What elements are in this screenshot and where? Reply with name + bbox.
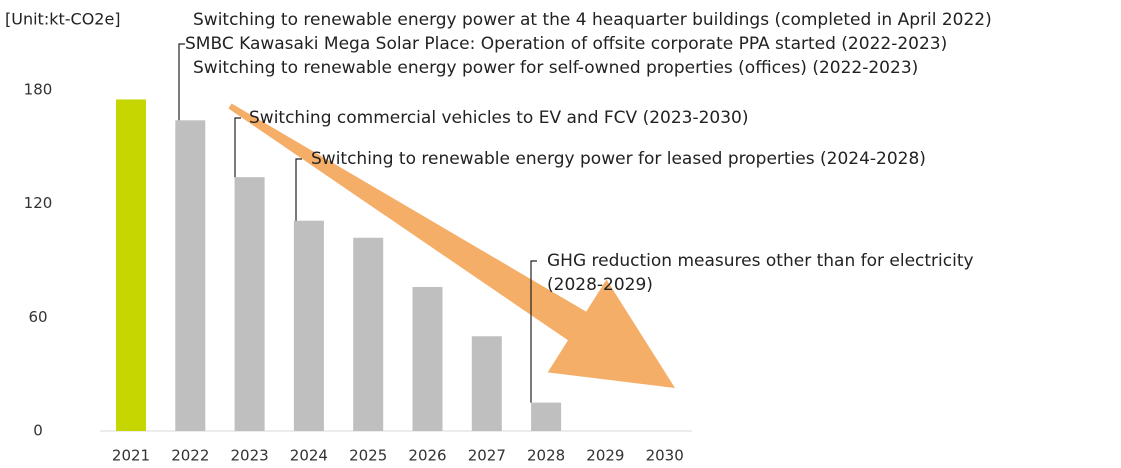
bar	[234, 177, 265, 431]
x-tick-label: 2024	[290, 447, 328, 465]
trend-arrow	[228, 103, 675, 388]
bar	[353, 237, 384, 431]
annotation-text: GHG reduction measures other than for el…	[547, 251, 974, 271]
x-tick-label: 2026	[408, 447, 446, 465]
x-tick-label: 2022	[171, 447, 209, 465]
x-tick-label: 2027	[468, 447, 506, 465]
annotation-text: (2028-2029)	[547, 275, 653, 295]
bar	[531, 402, 562, 431]
x-tick-label: 2025	[349, 447, 387, 465]
annotation-text: Switching to renewable energy power for …	[193, 58, 918, 78]
x-tick-label: 2023	[231, 447, 269, 465]
y-axis-label: [Unit:kt-CO2e]	[5, 10, 121, 29]
leader-line	[234, 117, 241, 178]
x-tick-label: 2021	[112, 447, 150, 465]
leader-line	[530, 260, 537, 403]
y-tick-label: 60	[28, 308, 47, 326]
leader-line	[295, 158, 302, 221]
bar	[175, 120, 206, 432]
x-tick-label: 2030	[646, 447, 684, 465]
x-tick-label: 2028	[527, 447, 565, 465]
x-tick-label: 2029	[586, 447, 624, 465]
y-tick-label: 0	[33, 422, 43, 440]
bar	[412, 287, 443, 431]
y-tick-label: 120	[24, 194, 53, 212]
annotation-text: Switching to renewable energy power for …	[311, 149, 926, 169]
bar	[293, 220, 324, 431]
leader-line	[178, 43, 185, 121]
y-tick-label: 180	[24, 81, 53, 99]
annotation-text: Switching commercial vehicles to EV and …	[249, 108, 749, 128]
annotation-text: SMBC Kawasaki Mega Solar Place: Operatio…	[185, 34, 947, 54]
bar	[471, 336, 502, 431]
annotation-text: Switching to renewable energy power at t…	[193, 10, 992, 30]
bar	[116, 99, 146, 431]
